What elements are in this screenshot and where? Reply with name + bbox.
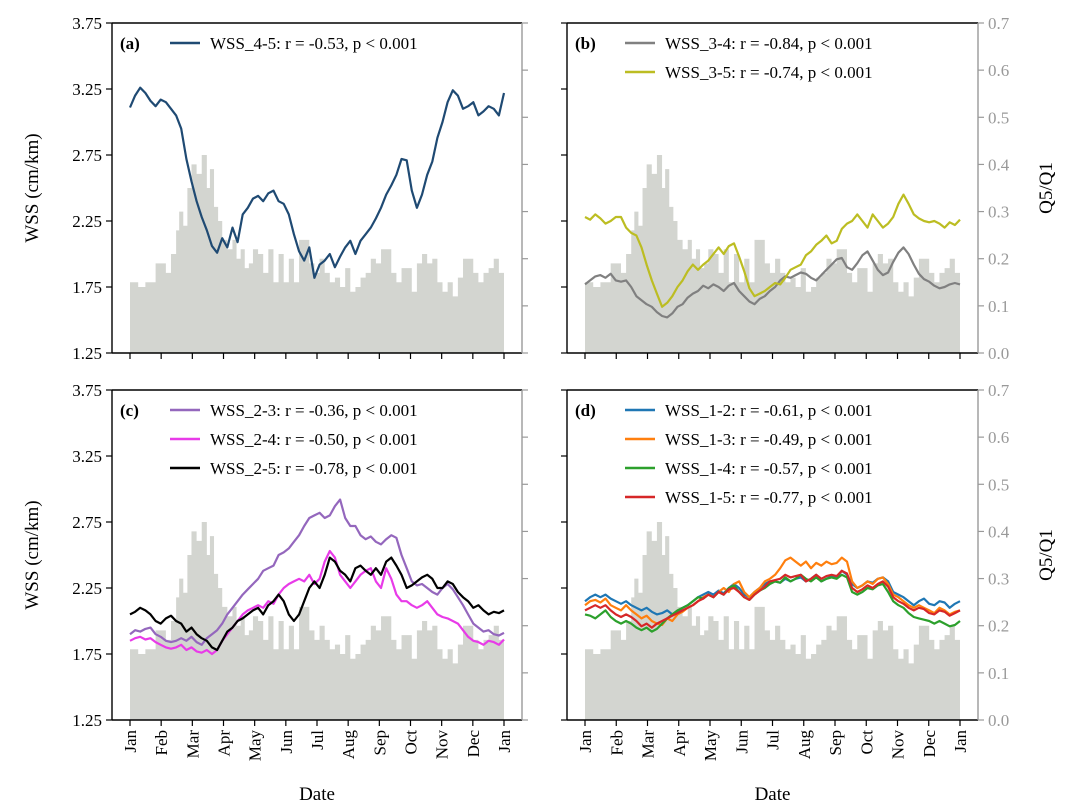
right-tick-label: 0.7 xyxy=(988,14,1010,33)
x-tick-label: Mar xyxy=(183,730,202,759)
right-tick-label: 0.0 xyxy=(988,711,1009,730)
x-tick-label: Jun xyxy=(732,730,751,754)
right-tick-label: 0.7 xyxy=(988,381,1010,400)
left-tick-label: 2.25 xyxy=(72,579,102,598)
panel-label: (c) xyxy=(120,401,139,420)
left-tick-label: 3.75 xyxy=(72,381,102,400)
x-tick-label: Jun xyxy=(277,730,296,754)
legend-entry: WSS_2-4: r = -0.50, p < 0.001 xyxy=(210,430,418,449)
right-tick-label: 0.1 xyxy=(988,297,1009,316)
x-tick-label: Nov xyxy=(433,730,452,760)
left-tick-label: 2.75 xyxy=(72,513,102,532)
panel-3: 0.0 0.1 0.2 0.3 0.4 0.5 0.6 0.7 Q5/Q1 Jan Feb Mar Ap… xyxy=(561,381,1057,805)
right-tick-label: 0.1 xyxy=(988,664,1009,683)
left-tick-label: 3.25 xyxy=(72,447,102,466)
legend-entry: WSS_1-4: r = -0.57, p < 0.001 xyxy=(665,459,873,478)
x-tick-label: Aug xyxy=(339,730,358,760)
series-line-wss-3-5 xyxy=(584,193,961,308)
x-tick-label: Jan xyxy=(121,730,140,753)
x-axis-label: Date xyxy=(755,784,791,805)
panel-1: 0.0 0.1 0.2 0.3 0.4 0.5 0.6 0.7 Q5/Q1 (b) WSS_3-4:… xyxy=(561,14,1057,363)
x-tick-label: Jan xyxy=(576,730,595,753)
x-tick-label: Oct xyxy=(402,730,421,755)
legend-entry: WSS_4-5: r = -0.53, p < 0.001 xyxy=(210,34,418,53)
series-line-wss-1-5 xyxy=(584,569,961,629)
x-tick-label: Dec xyxy=(464,730,483,758)
y-axis-label: WSS (cm/km) xyxy=(22,500,43,609)
right-tick-label: 0.2 xyxy=(988,250,1009,269)
legend-entry: WSS_3-5: r = -0.74, p < 0.001 xyxy=(665,63,873,82)
legend-entry: WSS_2-3: r = -0.36, p < 0.001 xyxy=(210,401,418,420)
q5-q1-area xyxy=(130,522,504,720)
x-tick-label: Feb xyxy=(152,730,171,756)
right-tick-label: 0.3 xyxy=(988,203,1009,222)
left-tick-label: 3.75 xyxy=(72,14,102,33)
left-tick-label: 1.25 xyxy=(72,344,102,363)
left-tick-label: 2.75 xyxy=(72,146,102,165)
q5-q1-area xyxy=(585,522,960,720)
series-line-wss-2-5 xyxy=(129,556,505,652)
right-tick-label: 0.3 xyxy=(988,570,1009,589)
legend-entry: WSS_1-5: r = -0.77, p < 0.001 xyxy=(665,488,873,507)
x-tick-label: Mar xyxy=(639,730,658,759)
x-tick-label: Aug xyxy=(795,730,814,760)
right-axis-label: Q5/Q1 xyxy=(1036,162,1057,214)
series-line-wss-1-3 xyxy=(584,556,961,627)
panel-label: (b) xyxy=(575,34,596,53)
x-tick-label: Jan xyxy=(495,730,514,753)
left-tick-label: 1.25 xyxy=(72,711,102,730)
x-tick-label: Nov xyxy=(889,730,908,760)
right-tick-label: 0.0 xyxy=(988,344,1009,363)
x-tick-label: Oct xyxy=(857,730,876,755)
x-tick-label: Apr xyxy=(215,730,234,757)
left-tick-label: 1.75 xyxy=(72,278,102,297)
left-tick-label: 3.25 xyxy=(72,80,102,99)
x-tick-label: Feb xyxy=(607,730,626,756)
right-tick-label: 0.4 xyxy=(988,522,1010,541)
series-line-wss-4-5 xyxy=(128,86,506,279)
right-tick-label: 0.4 xyxy=(988,155,1010,174)
legend-entry: WSS_3-4: r = -0.84, p < 0.001 xyxy=(665,34,873,53)
right-tick-label: 0.2 xyxy=(988,617,1009,636)
x-tick-label: May xyxy=(701,730,720,762)
q5-q1-area xyxy=(130,155,504,353)
legend-entry: WSS_2-5: r = -0.78, p < 0.001 xyxy=(210,459,418,478)
right-tick-label: 0.6 xyxy=(988,428,1009,447)
panel-label: (a) xyxy=(120,34,140,53)
right-tick-label: 0.5 xyxy=(988,475,1009,494)
right-axis-label: Q5/Q1 xyxy=(1036,529,1057,581)
legend-entry: WSS_1-2: r = -0.61, p < 0.001 xyxy=(665,401,873,420)
series-line-wss-3-4 xyxy=(584,246,961,319)
right-tick-label: 0.5 xyxy=(988,108,1009,127)
x-tick-label: May xyxy=(246,730,265,762)
series-line-wss-2-4 xyxy=(129,549,505,656)
panel-label: (d) xyxy=(575,401,596,420)
x-axis-label: Date xyxy=(299,784,335,805)
x-tick-label: Jan xyxy=(951,730,970,753)
panel-2: 1.25 1.75 2.25 2.75 3.25 3.75 WSS (cm/km) Jan Fe… xyxy=(22,381,528,805)
y-axis-label: WSS (cm/km) xyxy=(22,133,43,242)
x-tick-label: Dec xyxy=(920,730,939,758)
series-line-wss-1-4 xyxy=(584,573,961,633)
left-tick-label: 2.25 xyxy=(72,212,102,231)
legend-entry: WSS_1-3: r = -0.49, p < 0.001 xyxy=(665,430,873,449)
panel-0: 1.25 1.75 2.25 2.75 3.25 3.75 WSS (cm/km) (a) WS… xyxy=(22,14,528,363)
x-tick-label: Sep xyxy=(826,730,845,756)
q5-q1-area xyxy=(585,155,960,353)
right-tick-label: 0.6 xyxy=(988,61,1009,80)
left-tick-label: 1.75 xyxy=(72,645,102,664)
x-tick-label: Apr xyxy=(670,730,689,757)
x-tick-label: Jul xyxy=(764,730,783,750)
x-tick-label: Jul xyxy=(308,730,327,750)
x-tick-label: Sep xyxy=(370,730,389,756)
